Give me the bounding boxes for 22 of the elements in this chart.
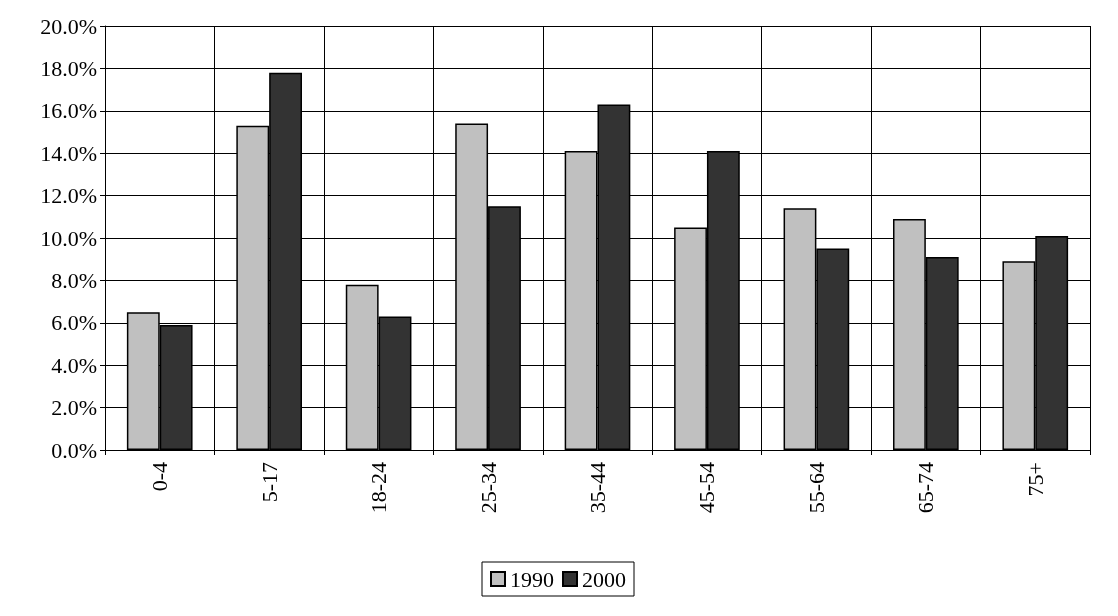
x-tick-label: 0-4 [147,462,173,492]
y-tick-label: 16.0% [40,98,97,124]
x-tick-label: 35-44 [585,462,610,514]
y-tick-label: 10.0% [40,225,97,251]
y-tick-label: 14.0% [40,140,97,166]
x-tick-label: 55-64 [803,462,829,514]
y-tick-label: 2.0% [51,395,97,421]
y-tick-label: 12.0% [40,183,97,209]
y-tick-label: 8.0% [51,267,97,293]
y-tick-label: 20.0% [40,13,97,39]
legend-label: 1990 [510,566,554,592]
x-tick-label: 45-54 [694,462,720,514]
y-tick-label: 6.0% [51,310,97,336]
legend-label: 2000 [582,566,626,592]
x-tick-label: 75+ [1022,462,1048,497]
x-tick-label: 65-74 [913,462,939,514]
y-tick-label: 0.0% [51,437,97,463]
x-tick-label: 25-34 [475,462,501,514]
y-tick-label: 4.0% [51,352,97,378]
x-tick-label: 18-24 [366,462,392,514]
x-tick-label: 5-17 [256,462,282,503]
y-tick-label: 18.0% [40,55,97,81]
